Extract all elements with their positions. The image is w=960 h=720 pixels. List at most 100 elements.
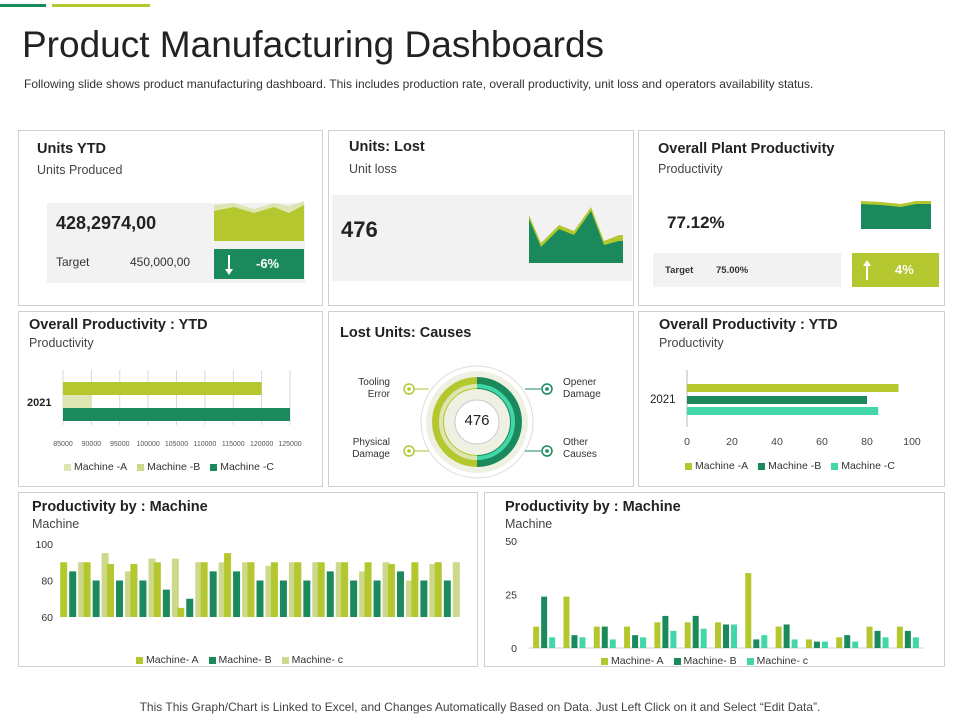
productivity-ytd-chart: 0 20 40 60 80 100 2021 <box>650 370 921 448</box>
bar-machine-a <box>177 607 185 617</box>
bar-machine-c <box>687 407 879 415</box>
machine-chart: 60 80 100 <box>35 539 460 624</box>
bar-machine-c <box>242 562 250 617</box>
panel-title: Lost Units: Causes <box>340 325 472 341</box>
bar-machine-a <box>224 553 232 617</box>
bar-machine-a <box>130 564 138 617</box>
chart-legend: Machine -A Machine -B Machine -C <box>64 461 274 473</box>
chart-legend: Machine -A Machine -B Machine -C <box>685 460 895 472</box>
target-label: Target <box>665 265 694 276</box>
bar-machine-c <box>148 558 156 617</box>
cause-label-physical-damage: Physical Damage <box>352 437 390 460</box>
panel-units-ytd[interactable]: Units YTD Units Produced 428,2974,00 Tar… <box>18 130 323 306</box>
panel-productivity-ytd-left[interactable]: Overall Productivity : YTD Productivity … <box>18 311 323 487</box>
panel-lost-causes[interactable]: Lost Units: Causes 476 Tooling Error Ope… <box>328 311 634 487</box>
bar-machine-b <box>904 630 911 648</box>
bar-machine-a <box>411 562 419 617</box>
change-value: -6% <box>256 256 280 271</box>
bar-machine-a <box>593 626 600 648</box>
change-badge: -6% <box>214 249 304 279</box>
bar-machine-b <box>162 589 170 617</box>
x-tick-label: 105000 <box>165 441 188 448</box>
bar-machine-a <box>684 622 691 648</box>
x-tick-label: 90000 <box>82 441 102 448</box>
bar-machine-b <box>63 382 262 395</box>
y-tick-label: 0 <box>511 643 517 655</box>
target-icon <box>403 445 415 457</box>
bar-machine-c <box>78 562 86 617</box>
bar-machine-b <box>326 571 334 617</box>
panel-subtitle: Productivity <box>658 162 723 176</box>
legend-item-machine-c: Machine- c <box>746 655 808 667</box>
bar-machine-c <box>288 562 296 617</box>
panel-title: Overall Productivity : YTD <box>659 317 838 333</box>
productivity-sparkline <box>861 201 931 229</box>
target-icon <box>541 445 553 457</box>
bar-machine-c <box>700 628 707 648</box>
x-tick-label: 115000 <box>222 441 245 448</box>
bar-machine-a <box>364 562 372 617</box>
bar-machine-a <box>200 562 208 617</box>
lost-value: 476 <box>341 217 378 242</box>
panel-subtitle: Unit loss <box>349 162 397 176</box>
bar-machine-c <box>452 562 460 617</box>
panel-units-lost[interactable]: Units: Lost Unit loss 476 <box>328 130 634 306</box>
x-tick-label: 100 <box>903 436 921 448</box>
bar-machine-a <box>153 562 161 617</box>
bar-machine-c <box>405 580 413 617</box>
bar-machine-c <box>312 562 320 617</box>
bar-machine-b <box>256 580 264 617</box>
legend-item-machine-c: Machine -C <box>210 461 274 473</box>
bar-machine-a <box>563 596 570 648</box>
machine-chart: 0 25 50 <box>505 536 923 655</box>
bar-machine-b <box>571 635 578 648</box>
bar-machine-c <box>670 630 677 648</box>
legend-item-machine-a: Machine -A <box>685 460 748 472</box>
chart-legend: Machine- A Machine- B Machine- c <box>136 654 343 666</box>
panel-productivity-ytd-right[interactable]: Overall Productivity : YTD Productivity … <box>638 311 945 487</box>
bar-machine-a <box>687 384 899 392</box>
bar-machine-b <box>692 615 699 648</box>
panel-machine-left[interactable]: Productivity by : Machine Machine 60 80 10… <box>18 492 478 667</box>
x-tick-label: 100000 <box>136 441 159 448</box>
legend-item-machine-c: Machine- c <box>281 654 343 666</box>
bar-machine-a <box>387 564 395 617</box>
bar-machine-b <box>753 639 760 648</box>
bar-machine-a <box>341 562 349 617</box>
panel-title: Overall Productivity : YTD <box>29 317 208 333</box>
bar-machine-a <box>294 562 302 617</box>
bar-machine-a <box>624 626 631 648</box>
bar-machine-c <box>731 624 737 648</box>
panel-subtitle: Machine <box>32 517 80 531</box>
bar-machine-a <box>805 639 812 648</box>
bar-machine-a <box>270 562 278 617</box>
bar-machine-a <box>107 564 115 617</box>
bar-machine-c <box>640 637 647 648</box>
bar-machine-c <box>382 562 390 617</box>
legend-item-machine-a: Machine -A <box>64 461 127 473</box>
bar-machine-c <box>882 637 889 648</box>
bar-machine-b <box>92 580 100 617</box>
panel-machine-right[interactable]: Productivity by : Machine Machine 0 25 50 … <box>484 492 945 667</box>
cause-label-tooling-error: Tooling Error <box>358 377 390 400</box>
bar-machine-b <box>303 580 311 617</box>
bar-machine-b <box>813 641 820 648</box>
x-tick-label: 85000 <box>53 441 73 448</box>
donut-center-value: 476 <box>464 412 490 429</box>
bar-machine-c <box>171 558 179 617</box>
target-icon <box>541 383 553 395</box>
bar-machine-b <box>116 580 124 617</box>
bar-machine-c <box>101 553 109 617</box>
panel-title: Productivity by : Machine <box>32 499 208 515</box>
bar-machine-b <box>350 580 358 617</box>
donut-segment-green <box>477 377 522 467</box>
bar-machine-a <box>83 562 91 617</box>
bar-machine-a <box>836 637 843 648</box>
page-title: Product Manufacturing Dashboards <box>22 24 605 65</box>
bar-machine-b <box>601 626 608 648</box>
bar-machine-c <box>912 637 919 648</box>
legend-item-machine-c: Machine -C <box>831 460 895 472</box>
bar-machine-a <box>434 562 442 617</box>
panel-title: Units YTD <box>37 141 107 157</box>
panel-plant-productivity[interactable]: Overall Plant Productivity Productivity … <box>638 130 945 306</box>
